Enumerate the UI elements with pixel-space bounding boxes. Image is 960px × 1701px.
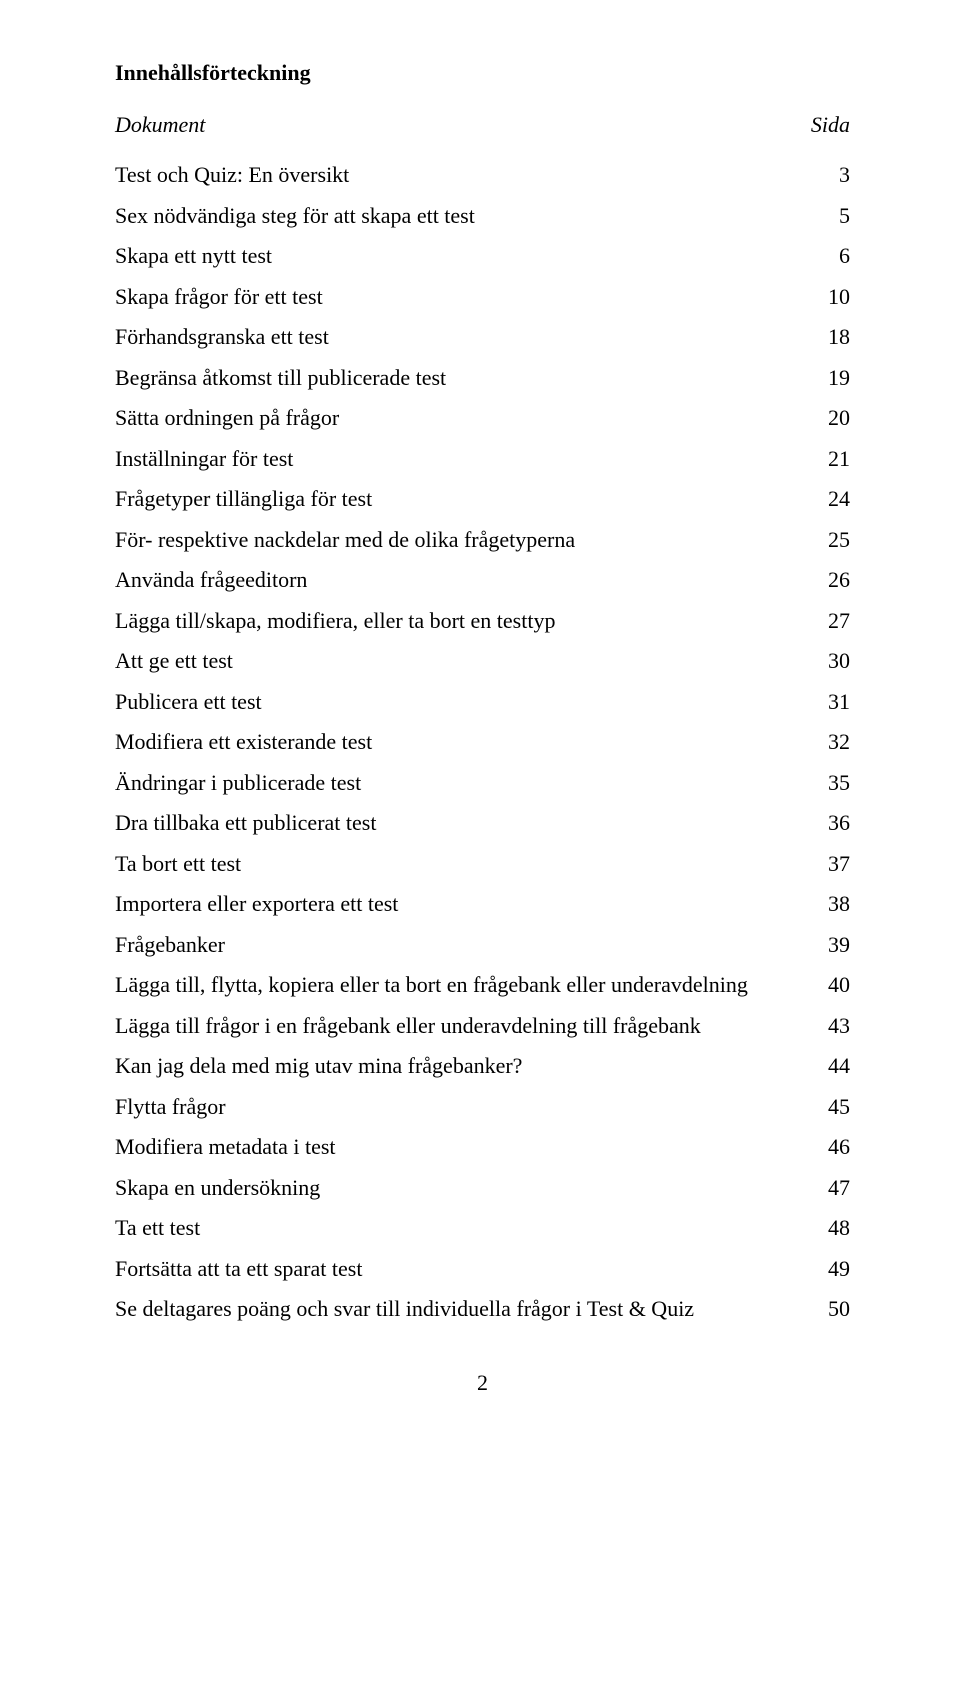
toc-page: 49 (810, 1258, 850, 1280)
toc-label: Flytta frågor (115, 1096, 810, 1118)
toc-row: Kan jag dela med mig utav mina frågebank… (115, 1055, 850, 1077)
toc-row: Lägga till/skapa, modifiera, eller ta bo… (115, 610, 850, 632)
toc-label: Förhandsgranska ett test (115, 326, 810, 348)
toc-page: 31 (810, 691, 850, 713)
toc-row: Modifiera metadata i test46 (115, 1136, 850, 1158)
page-number: 2 (115, 1370, 850, 1396)
toc-row: Sex nödvändiga steg för att skapa ett te… (115, 205, 850, 227)
toc-page: 47 (810, 1177, 850, 1199)
toc-label: Lägga till frågor i en frågebank eller u… (115, 1015, 810, 1037)
toc-row: Dra tillbaka ett publicerat test36 (115, 812, 850, 834)
toc-page: 26 (810, 569, 850, 591)
toc-page: 19 (810, 367, 850, 389)
toc-page: 30 (810, 650, 850, 672)
toc-page: 25 (810, 529, 850, 551)
toc-page: 45 (810, 1096, 850, 1118)
toc-page: 10 (810, 286, 850, 308)
toc-page: 32 (810, 731, 850, 753)
page-title: Innehållsförteckning (115, 60, 850, 86)
toc-row: Skapa ett nytt test6 (115, 245, 850, 267)
toc-header: Dokument Sida (115, 112, 850, 138)
toc-page: 43 (810, 1015, 850, 1037)
toc-label: Modifiera ett existerande test (115, 731, 810, 753)
toc-row: Begränsa åtkomst till publicerade test19 (115, 367, 850, 389)
toc-page: 38 (810, 893, 850, 915)
toc-row: Modifiera ett existerande test32 (115, 731, 850, 753)
toc-page: 50 (810, 1298, 850, 1320)
toc-row: Skapa frågor för ett test10 (115, 286, 850, 308)
toc-label: För- respektive nackdelar med de olika f… (115, 529, 810, 551)
toc-label: Begränsa åtkomst till publicerade test (115, 367, 810, 389)
toc-row: Flytta frågor45 (115, 1096, 850, 1118)
toc-label: Lägga till/skapa, modifiera, eller ta bo… (115, 610, 810, 632)
toc-label: Skapa frågor för ett test (115, 286, 810, 308)
toc-row: Använda frågeeditorn26 (115, 569, 850, 591)
toc-label: Kan jag dela med mig utav mina frågebank… (115, 1055, 810, 1077)
toc-page: 20 (810, 407, 850, 429)
toc-page: 21 (810, 448, 850, 470)
toc-row: Ändringar i publicerade test35 (115, 772, 850, 794)
toc-page: 39 (810, 934, 850, 956)
toc-row: Att ge ett test30 (115, 650, 850, 672)
toc-label: Skapa ett nytt test (115, 245, 810, 267)
toc-label: Sex nödvändiga steg för att skapa ett te… (115, 205, 810, 227)
toc-page: 6 (810, 245, 850, 267)
toc-row: Importera eller exportera ett test38 (115, 893, 850, 915)
toc-row: Sätta ordningen på frågor20 (115, 407, 850, 429)
toc-page: 24 (810, 488, 850, 510)
toc-page: 18 (810, 326, 850, 348)
toc-page: 27 (810, 610, 850, 632)
toc-row: Lägga till frågor i en frågebank eller u… (115, 1015, 850, 1037)
toc-label: Sätta ordningen på frågor (115, 407, 810, 429)
toc-row: Publicera ett test31 (115, 691, 850, 713)
toc-label: Frågebanker (115, 934, 810, 956)
toc-label: Ändringar i publicerade test (115, 772, 810, 794)
toc-label: Frågetyper tillängliga för test (115, 488, 810, 510)
toc-row: Ta bort ett test37 (115, 853, 850, 875)
toc-page: 36 (810, 812, 850, 834)
toc-label: Dra tillbaka ett publicerat test (115, 812, 810, 834)
toc-header-doc: Dokument (115, 112, 205, 138)
toc-page: 44 (810, 1055, 850, 1077)
toc-header-page: Sida (811, 112, 850, 138)
toc-label: Att ge ett test (115, 650, 810, 672)
toc-label: Fortsätta att ta ett sparat test (115, 1258, 810, 1280)
toc-page: 35 (810, 772, 850, 794)
toc-page: 48 (810, 1217, 850, 1239)
toc-label: Ta ett test (115, 1217, 810, 1239)
toc-row: Frågebanker39 (115, 934, 850, 956)
toc-label: Lägga till, flytta, kopiera eller ta bor… (115, 974, 810, 996)
toc-row: Lägga till, flytta, kopiera eller ta bor… (115, 974, 850, 996)
toc-row: Fortsätta att ta ett sparat test49 (115, 1258, 850, 1280)
toc-label: Se deltagares poäng och svar till indivi… (115, 1298, 810, 1320)
toc-row: Förhandsgranska ett test18 (115, 326, 850, 348)
toc-row: Test och Quiz: En översikt3 (115, 164, 850, 186)
toc-row: Se deltagares poäng och svar till indivi… (115, 1298, 850, 1320)
toc-label: Använda frågeeditorn (115, 569, 810, 591)
toc-row: För- respektive nackdelar med de olika f… (115, 529, 850, 551)
toc-label: Modifiera metadata i test (115, 1136, 810, 1158)
toc-label: Ta bort ett test (115, 853, 810, 875)
document-page: Innehållsförteckning Dokument Sida Test … (0, 0, 960, 1446)
toc-label: Importera eller exportera ett test (115, 893, 810, 915)
toc-page: 5 (810, 205, 850, 227)
toc-list: Test och Quiz: En översikt3 Sex nödvändi… (115, 164, 850, 1320)
toc-page: 46 (810, 1136, 850, 1158)
toc-row: Frågetyper tillängliga för test24 (115, 488, 850, 510)
toc-row: Ta ett test48 (115, 1217, 850, 1239)
toc-page: 40 (810, 974, 850, 996)
toc-label: Inställningar för test (115, 448, 810, 470)
toc-row: Skapa en undersökning47 (115, 1177, 850, 1199)
toc-label: Skapa en undersökning (115, 1177, 810, 1199)
toc-label: Publicera ett test (115, 691, 810, 713)
toc-page: 37 (810, 853, 850, 875)
toc-label: Test och Quiz: En översikt (115, 164, 810, 186)
toc-page: 3 (810, 164, 850, 186)
toc-row: Inställningar för test21 (115, 448, 850, 470)
